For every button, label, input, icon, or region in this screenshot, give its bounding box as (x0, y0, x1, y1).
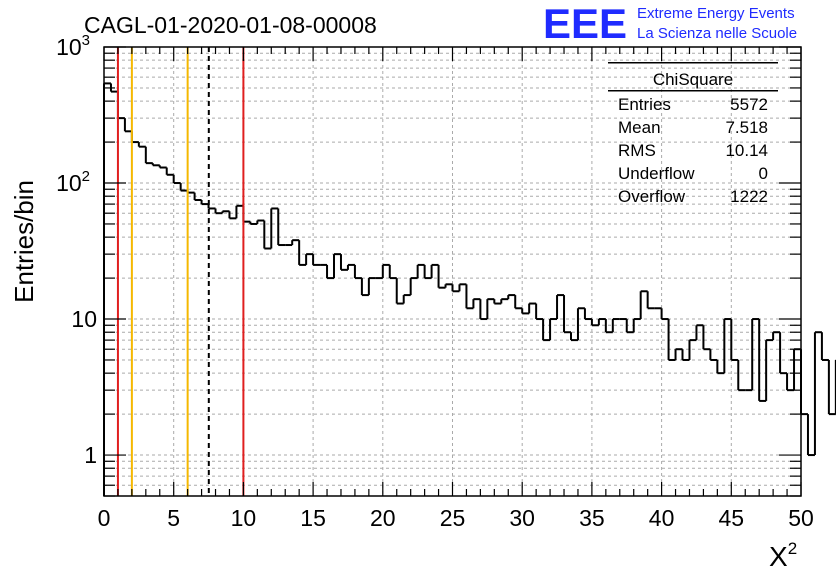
x-tick-label: 25 (440, 505, 466, 531)
y-tick-label: 1 (84, 442, 97, 468)
stats-label-overflow: Overflow (618, 187, 686, 206)
stats-label-mean: Mean (618, 118, 661, 137)
y-tick-label: 103 (56, 32, 90, 60)
stats-value-entries: 5572 (730, 95, 768, 114)
logo-line-2: La Scienza nelle Scuole (637, 25, 797, 42)
stats-label-entries: Entries (618, 95, 671, 114)
reference-lines (116, 47, 245, 496)
stats-box: ChiSquare Entries 5572 Mean 7.518 RMS 10… (608, 62, 778, 206)
stats-label-underflow: Underflow (618, 164, 695, 183)
y-axis-label: Entries/bin (9, 180, 39, 303)
axes (103, 46, 802, 497)
eee-logo: EEE (543, 0, 627, 47)
logo-line-1: Extreme Energy Events (637, 5, 795, 22)
x-tick-label: 5 (167, 505, 180, 531)
run-title: CAGL-01-2020-01-08-00008 (84, 12, 377, 38)
x-tick-label: 10 (231, 505, 257, 531)
x-tick-label: 50 (788, 505, 814, 531)
stats-label-rms: RMS (618, 141, 656, 160)
x-axis-label: X2 (769, 539, 797, 572)
y-tick-label-exp: 3 (82, 32, 90, 49)
stats-value-mean: 7.518 (725, 118, 768, 137)
stats-value-rms: 10.14 (725, 141, 768, 160)
x-tick-label: 30 (509, 505, 535, 531)
y-tick-label-exp: 2 (82, 168, 90, 185)
y-tick-label-base: 10 (56, 34, 82, 60)
stats-value-overflow: 1222 (730, 187, 768, 206)
y-tick-label: 102 (56, 168, 90, 196)
x-axis-label-main: X (769, 541, 788, 572)
x-tick-label: 20 (370, 505, 396, 531)
stats-top-rule (608, 62, 778, 64)
x-tick-label: 0 (98, 505, 111, 531)
x-axis-label-sup: 2 (788, 539, 797, 558)
stats-title: ChiSquare (653, 70, 733, 89)
y-tick-label-base: 10 (56, 170, 82, 196)
x-tick-label: 35 (579, 505, 605, 531)
stats-value-underflow: 0 (759, 164, 768, 183)
x-tick-label: 15 (300, 505, 326, 531)
y-tick-label: 10 (71, 306, 97, 332)
x-tick-label: 40 (649, 505, 675, 531)
stats-title-rule (608, 90, 778, 92)
x-tick-label: 45 (719, 505, 745, 531)
